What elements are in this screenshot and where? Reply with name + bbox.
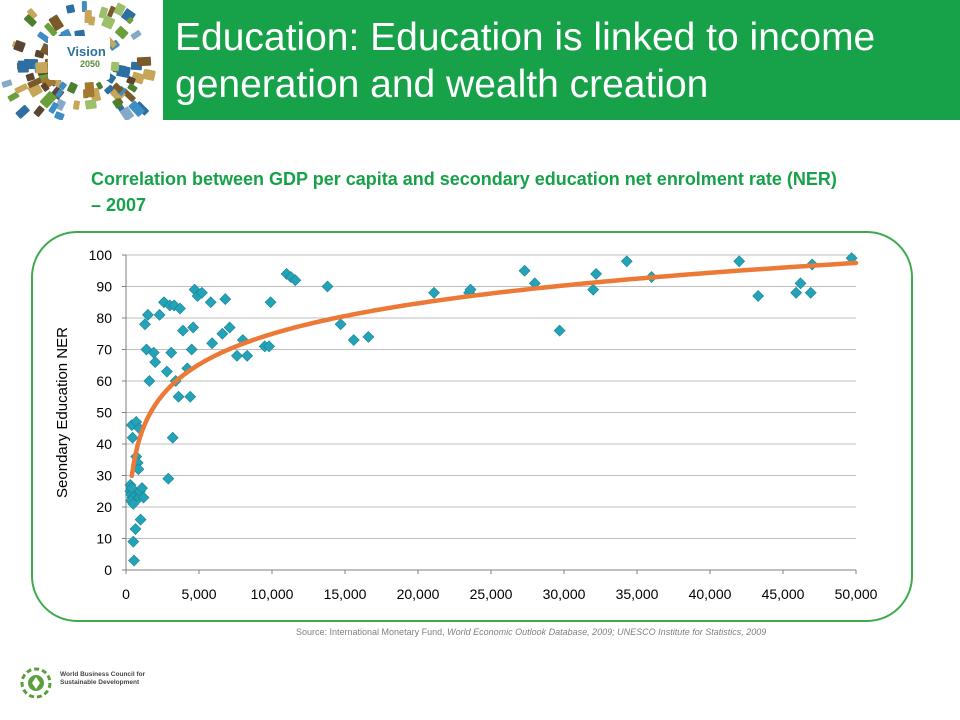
source-note: Source: International Monetary Fund, Wor… bbox=[296, 627, 766, 637]
logo-year: 2050 bbox=[80, 59, 101, 69]
chart-title: Correlation between GDP per capita and s… bbox=[91, 169, 837, 215]
data-point bbox=[752, 290, 765, 302]
data-point bbox=[428, 286, 440, 299]
data-point bbox=[153, 308, 166, 321]
data-point bbox=[162, 472, 175, 485]
data-point bbox=[126, 431, 139, 444]
data-point bbox=[195, 286, 208, 299]
data-point bbox=[129, 523, 142, 535]
data-point bbox=[790, 286, 803, 299]
data-point bbox=[241, 349, 254, 362]
data-point bbox=[321, 280, 334, 293]
data-point bbox=[263, 340, 276, 353]
data-point bbox=[165, 346, 178, 359]
data-point bbox=[160, 365, 173, 378]
data-point bbox=[216, 327, 229, 340]
x-tick-label: 30,000 bbox=[543, 586, 586, 602]
data-point bbox=[127, 535, 140, 548]
y-axis-label: Seondary Education NER bbox=[54, 327, 71, 498]
data-point bbox=[553, 324, 566, 337]
data-point bbox=[206, 337, 219, 350]
source-prefix: Source: International Monetary Fund, bbox=[296, 627, 448, 637]
data-point bbox=[362, 330, 375, 343]
data-point bbox=[587, 283, 600, 296]
data-point bbox=[137, 491, 150, 504]
data-point bbox=[134, 513, 147, 526]
y-tick-label: 0 bbox=[104, 562, 112, 578]
y-tick-label: 60 bbox=[96, 373, 112, 389]
data-point bbox=[223, 321, 236, 334]
trendline bbox=[129, 260, 859, 479]
data-point bbox=[733, 255, 746, 268]
data-point bbox=[219, 293, 232, 306]
data-point bbox=[174, 302, 186, 315]
data-point bbox=[620, 255, 633, 268]
x-tick-label: 15,000 bbox=[324, 586, 367, 602]
wbcsd-globe-icon bbox=[20, 667, 52, 699]
data-point bbox=[128, 554, 140, 567]
logo-word: Vision bbox=[67, 44, 106, 59]
y-tick-label: 80 bbox=[96, 310, 112, 326]
data-point bbox=[590, 267, 603, 280]
y-tick-label: 90 bbox=[96, 279, 112, 295]
y-tick-label: 10 bbox=[96, 531, 112, 547]
y-tick-label: 100 bbox=[89, 247, 113, 263]
x-tick-label: 50,000 bbox=[835, 586, 878, 602]
data-point bbox=[204, 296, 217, 309]
data-point bbox=[347, 334, 360, 346]
logo-center bbox=[48, 36, 110, 80]
chart-frame bbox=[31, 231, 913, 622]
data-point bbox=[794, 277, 807, 290]
y-tick-label: 70 bbox=[96, 342, 112, 358]
x-tick-label: 35,000 bbox=[616, 586, 659, 602]
data-point bbox=[143, 375, 156, 387]
x-tick-label: 10,000 bbox=[251, 586, 294, 602]
wbcsd-name: World Business Council for Sustainable D… bbox=[60, 671, 146, 686]
x-tick-label: 40,000 bbox=[689, 586, 732, 602]
vision-2050-logo: Vision 2050 bbox=[0, 0, 160, 120]
data-point bbox=[172, 390, 185, 403]
x-tick-label: 5,000 bbox=[181, 586, 216, 602]
x-tick-label: 45,000 bbox=[762, 586, 805, 602]
y-tick-label: 20 bbox=[96, 499, 112, 515]
data-point bbox=[187, 321, 200, 334]
data-point bbox=[264, 296, 277, 309]
data-point bbox=[184, 390, 197, 403]
data-point bbox=[518, 264, 531, 277]
data-point bbox=[185, 343, 198, 356]
source-italic: World Economic Outlook Database, 2009; U… bbox=[447, 627, 767, 637]
y-tick-label: 30 bbox=[96, 468, 112, 484]
data-point bbox=[166, 431, 179, 444]
data-point bbox=[139, 318, 151, 331]
x-tick-label: 0 bbox=[122, 586, 130, 602]
x-tick-label: 25,000 bbox=[470, 586, 513, 602]
data-point bbox=[141, 308, 154, 321]
data-point bbox=[334, 318, 347, 331]
header-band bbox=[163, 0, 960, 120]
data-point bbox=[231, 349, 243, 362]
data-point bbox=[177, 324, 189, 337]
data-point bbox=[149, 356, 162, 369]
data-point bbox=[289, 274, 302, 287]
y-tick-label: 50 bbox=[96, 405, 112, 421]
page-title: Education: Education is linked to income… bbox=[175, 16, 876, 106]
x-tick-label: 20,000 bbox=[397, 586, 440, 602]
data-point bbox=[804, 286, 817, 299]
data-point bbox=[127, 497, 140, 510]
y-tick-label: 40 bbox=[96, 436, 112, 452]
